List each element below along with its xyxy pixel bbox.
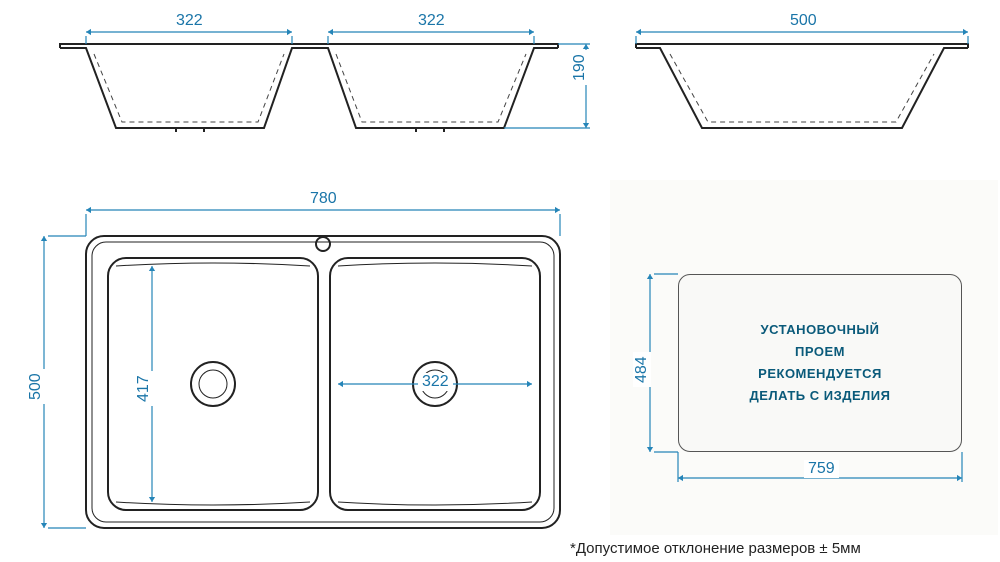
cutout-note-text: Установочныйпроемрекомендуетсяделать с и… [750, 319, 891, 407]
dim-front-depth: 190 [571, 50, 589, 85]
dim-side-width: 500 [786, 12, 821, 30]
dim-top-bowl-h: 417 [135, 371, 153, 406]
dim-top-width: 780 [306, 190, 341, 208]
cutout-note-box: Установочныйпроемрекомендуетсяделать с и… [678, 274, 962, 452]
dim-cutout-h: 484 [633, 352, 651, 387]
dim-front-bowl2: 322 [414, 12, 449, 30]
tolerance-note: *Допустимое отклонение размеров ± 5мм [570, 540, 861, 557]
dim-front-bowl1: 322 [172, 12, 207, 30]
dim-cutout-w: 759 [804, 460, 839, 478]
dim-top-bowl-w: 322 [418, 373, 453, 391]
dim-top-depth: 500 [27, 369, 45, 404]
